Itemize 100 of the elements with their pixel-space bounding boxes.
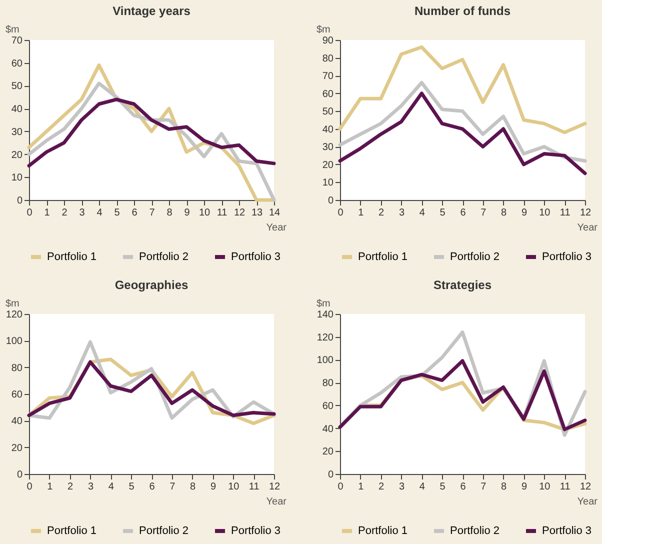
x-tick-label: 4 — [108, 482, 114, 492]
y-tick-label: 70 — [322, 71, 334, 82]
line-series — [338, 359, 587, 432]
legend-label: Portfolio 1 — [47, 251, 97, 263]
chart-title: Geographies — [114, 278, 188, 292]
y-tick-label: 90 — [322, 36, 334, 46]
legend-label: Portfolio 2 — [450, 525, 500, 537]
x-tick-label: 7 — [170, 482, 176, 492]
legend-label: Portfolio 2 — [139, 525, 189, 537]
legend-label: Portfolio 3 — [542, 525, 592, 537]
line-series — [27, 360, 276, 418]
x-tick-label: 5 — [440, 482, 446, 492]
legend-label: Portfolio 3 — [542, 251, 592, 263]
y-tick-label: 40 — [322, 124, 334, 136]
y-tick-label: 0 — [16, 196, 23, 206]
x-axis-title: Year — [577, 496, 598, 508]
y-tick-label: 0 — [16, 470, 23, 480]
y-tick-label: 80 — [11, 362, 23, 374]
chart-title: Vintage years — [112, 4, 191, 18]
y-tick-label: 30 — [11, 126, 23, 138]
y-tick-label: 120 — [316, 332, 334, 344]
line-series — [338, 92, 587, 176]
x-axis-title: Year — [266, 222, 288, 234]
x-tick-label: 7 — [149, 208, 156, 218]
x-tick-label: 3 — [79, 208, 86, 218]
y-tick-label: 20 — [11, 150, 23, 161]
line-series — [338, 80, 587, 163]
y-tick-label: 40 — [11, 416, 23, 428]
y-tick-label: 0 — [328, 196, 334, 206]
y-tick-label: 20 — [322, 446, 334, 458]
x-tick-label: 8 — [190, 482, 196, 492]
x-tick-label: 7 — [480, 482, 487, 492]
x-tick-label: 11 — [560, 482, 571, 492]
y-tick-label: 40 — [322, 424, 334, 435]
legend-label: Portfolio 1 — [358, 525, 408, 537]
legend-label: Portfolio 2 — [450, 251, 500, 263]
x-tick-label: 8 — [166, 208, 173, 218]
line-series — [338, 45, 587, 134]
x-tick-label: 12 — [268, 482, 280, 492]
x-tick-label: 14 — [268, 208, 280, 218]
x-tick-label: 5 — [114, 208, 120, 218]
x-tick-label: 3 — [398, 208, 405, 218]
x-tick-label: 8 — [501, 208, 508, 218]
y-tick-label: 60 — [11, 58, 23, 70]
legend-label: Portfolio 3 — [231, 251, 281, 263]
x-tick-label: 0 — [338, 482, 344, 492]
y-tick-label: 80 — [322, 53, 334, 64]
x-tick-label: 6 — [460, 482, 466, 492]
y-tick-label: 60 — [322, 88, 334, 100]
x-tick-label: 6 — [149, 482, 156, 492]
x-tick-label: 4 — [96, 208, 103, 218]
x-tick-label: 2 — [62, 208, 68, 218]
y-tick-label: 0 — [328, 470, 334, 480]
x-tick-label: 12 — [580, 208, 592, 218]
y-tick-label: 20 — [322, 160, 334, 171]
x-tick-label: 2 — [378, 482, 385, 492]
x-tick-label: 9 — [521, 208, 528, 218]
y-tick-label: 100 — [316, 355, 334, 366]
x-tick-label: 11 — [560, 208, 571, 218]
x-tick-label: 3 — [88, 482, 94, 492]
x-tick-label: 4 — [419, 208, 426, 218]
legend-label: Portfolio 1 — [358, 251, 408, 263]
x-axis-title: Year — [577, 222, 598, 234]
x-tick-label: 4 — [419, 482, 426, 492]
x-tick-label: 6 — [460, 208, 466, 218]
legend-label: Portfolio 3 — [231, 525, 281, 537]
chart-title: Number of funds — [414, 4, 511, 18]
x-tick-label: 9 — [521, 482, 528, 492]
x-tick-label: 7 — [480, 208, 487, 218]
x-tick-label: 0 — [26, 482, 33, 492]
x-tick-label: 1 — [44, 208, 50, 218]
y-tick-label: 10 — [11, 172, 23, 184]
y-axis-title: $m — [6, 24, 20, 36]
x-tick-label: 5 — [128, 482, 135, 492]
y-axis-title: $m — [316, 298, 330, 310]
y-tick-label: 30 — [322, 142, 334, 154]
x-tick-label: 12 — [580, 482, 592, 492]
x-tick-label: 6 — [132, 208, 138, 218]
x-tick-label: 13 — [251, 208, 263, 218]
x-tick-label: 2 — [378, 208, 385, 218]
x-tick-label: 10 — [539, 482, 551, 492]
y-tick-label: 70 — [11, 36, 23, 46]
x-tick-label: 10 — [539, 208, 551, 218]
x-tick-label: 9 — [210, 482, 216, 492]
x-tick-label: 3 — [398, 482, 405, 492]
x-tick-label: 10 — [198, 208, 210, 218]
y-tick-label: 60 — [11, 390, 23, 400]
y-tick-label: 10 — [322, 178, 334, 189]
y-tick-label: 120 — [6, 310, 23, 320]
x-tick-label: 12 — [234, 208, 246, 218]
x-tick-label: 10 — [228, 482, 240, 492]
legend-label: Portfolio 2 — [139, 251, 189, 263]
y-tick-label: 20 — [11, 442, 23, 454]
x-axis-title: Year — [266, 496, 288, 508]
legend-label: Portfolio 1 — [47, 525, 97, 537]
line-series — [27, 98, 276, 168]
x-tick-label: 8 — [501, 482, 508, 492]
x-tick-label: 1 — [358, 208, 364, 218]
x-tick-label: 2 — [68, 482, 74, 492]
x-tick-label: 9 — [184, 208, 190, 218]
